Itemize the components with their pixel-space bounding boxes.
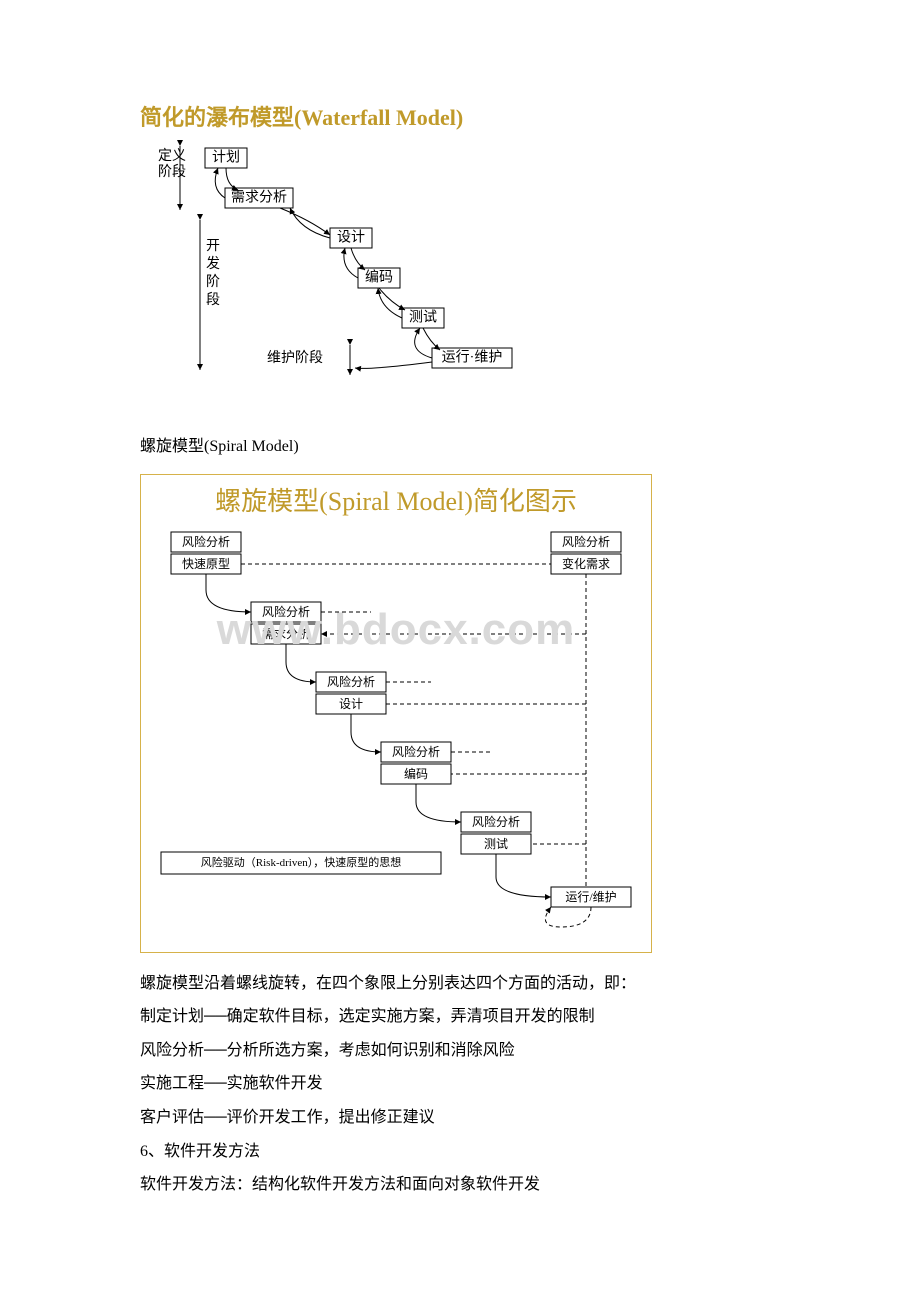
svg-text:运行·维护: 运行·维护 <box>442 350 503 366</box>
svg-text:快速原型: 快速原型 <box>182 557 230 571</box>
para: 螺旋模型沿着螺线旋转，在四个象限上分别表达四个方面的活动，即： <box>140 967 780 1001</box>
body-text: 螺旋模型沿着螺线旋转，在四个象限上分别表达四个方面的活动，即： 制定计划──确定… <box>140 967 780 1202</box>
spiral-diagram-frame: 螺旋模型(Spiral Model)简化图示 www.bdocx.com 风险分… <box>140 474 652 953</box>
para: 6、软件开发方法 <box>140 1135 780 1169</box>
svg-text:编码: 编码 <box>365 270 393 286</box>
spiral-title: 螺旋模型(Spiral Model)简化图示 <box>141 475 651 522</box>
svg-text:风险分析: 风险分析 <box>327 674 375 689</box>
svg-text:风险分析: 风险分析 <box>472 814 520 829</box>
svg-text:风险驱动（Risk-driven），快速原型的思想: 风险驱动（Risk-driven），快速原型的思想 <box>201 855 401 869</box>
svg-text:风险分析: 风险分析 <box>392 744 440 759</box>
wf-node-maint: 运行·维护 <box>432 348 512 368</box>
svg-text:阶: 阶 <box>206 274 220 290</box>
svg-text:编码: 编码 <box>404 766 428 781</box>
waterfall-diagram: 定义 阶段 开 发 阶 段 维护阶段 计划 需求分析 设计 编码 测试 <box>140 140 540 390</box>
para: 实施工程──实施软件开发 <box>140 1067 780 1101</box>
wf-node-test: 测试 <box>402 308 444 328</box>
waterfall-title: 简化的瀑布模型(Waterfall Model) <box>140 100 780 132</box>
svg-text:运行/维护: 运行/维护 <box>565 890 616 904</box>
para: 制定计划──确定软件目标，选定实施方案，弄清项目开发的限制 <box>140 1000 780 1034</box>
para: 风险分析──分析所选方案，考虑如何识别和消除风险 <box>140 1034 780 1068</box>
spiral-heading: 螺旋模型(Spiral Model) <box>140 430 780 464</box>
svg-text:计划: 计划 <box>212 150 240 166</box>
svg-text:风险分析: 风险分析 <box>562 534 610 549</box>
wf-node-code: 编码 <box>358 268 400 288</box>
svg-text:需求分析: 需求分析 <box>262 627 310 641</box>
svg-text:风险分析: 风险分析 <box>262 604 310 619</box>
svg-text:发: 发 <box>206 256 220 272</box>
para: 客户评估──评价开发工作，提出修正建议 <box>140 1101 780 1135</box>
wf-node-design: 设计 <box>330 228 372 248</box>
wf-node-req: 需求分析 <box>225 188 293 208</box>
svg-text:需求分析: 需求分析 <box>231 190 287 206</box>
para: 软件开发方法：结构化软件开发方法和面向对象软件开发 <box>140 1168 780 1202</box>
svg-text:风险分析: 风险分析 <box>182 534 230 549</box>
svg-text:段: 段 <box>206 292 220 308</box>
spiral-diagram: 风险分析 快速原型 风险分析 变化需求 风险分析 需求分析 风险分析 设计 风险… <box>141 522 651 952</box>
svg-text:测试: 测试 <box>484 836 508 851</box>
svg-text:测试: 测试 <box>409 310 437 326</box>
svg-text:设计: 设计 <box>337 230 365 246</box>
svg-text:变化需求: 变化需求 <box>562 556 610 571</box>
wf-node-plan: 计划 <box>205 148 247 168</box>
svg-text:阶段: 阶段 <box>158 164 186 180</box>
phase-def: 定义 <box>158 148 186 164</box>
phase-maint: 维护阶段 <box>267 350 323 366</box>
svg-text:设计: 设计 <box>339 697 363 711</box>
phase-dev: 开 <box>206 239 220 254</box>
